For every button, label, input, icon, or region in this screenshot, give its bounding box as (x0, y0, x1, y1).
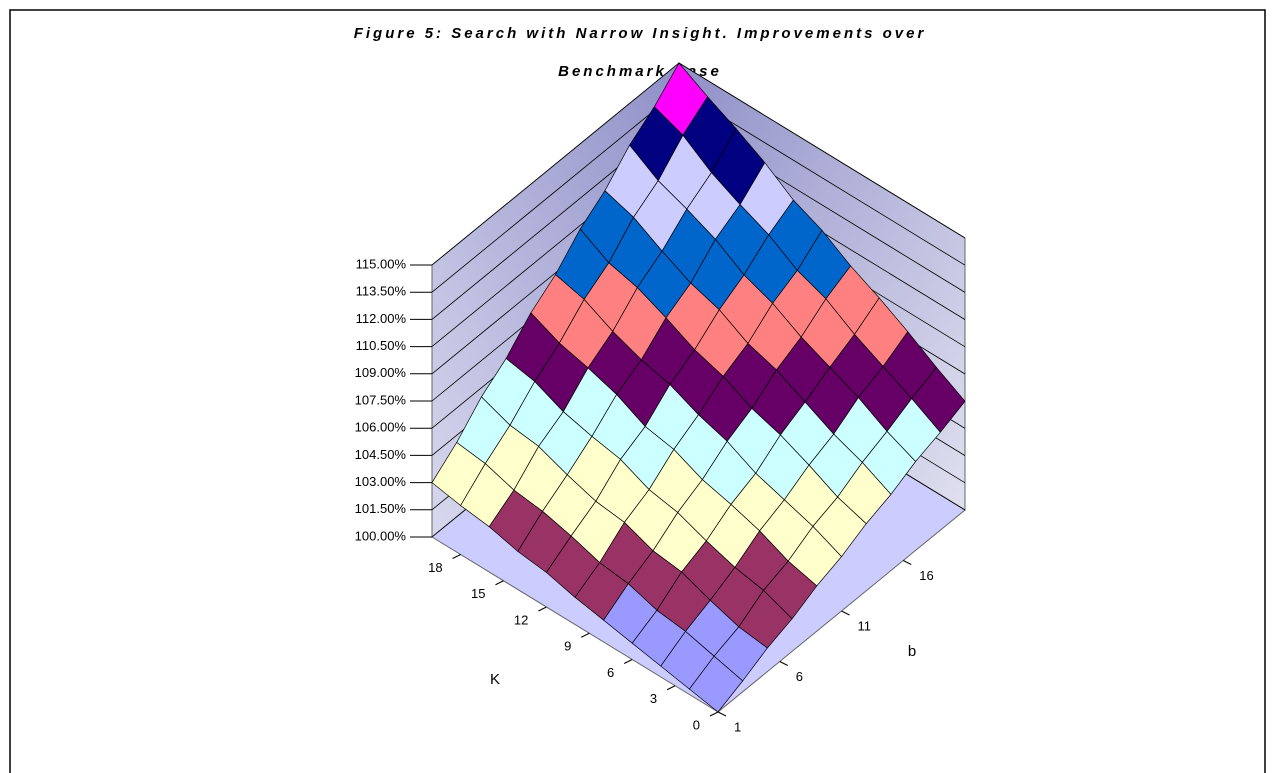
b-tick-label: 16 (919, 568, 933, 583)
b-tick (903, 560, 912, 565)
z-tick-label: 101.50% (355, 501, 407, 516)
chart-title: Figure 5: Search with Narrow Insight. Im… (354, 25, 927, 42)
k-tick-label: 12 (514, 612, 528, 627)
k-tick (495, 580, 504, 586)
x-axis-title: K (490, 671, 500, 688)
k-tick (581, 632, 590, 638)
b-tick-label: 1 (734, 719, 741, 734)
b-tick-label: 6 (796, 669, 803, 684)
b-tick (717, 711, 727, 717)
k-tick-label: 3 (650, 691, 657, 706)
b-tick (841, 610, 850, 616)
z-tick-label: 113.50% (356, 284, 407, 299)
z-tick-label: 109.00% (355, 365, 407, 380)
k-tick (452, 554, 461, 559)
b-tick (779, 661, 788, 666)
k-tick (666, 685, 676, 691)
z-tick-label: 106.00% (355, 420, 407, 435)
k-tick-label: 0 (693, 717, 700, 732)
plot: 100.00% 101.50% 103.00% 104.50% 106.00% 107.5… (355, 61, 966, 734)
surface-cell (688, 655, 744, 713)
z-tick-label: 103.00% (355, 474, 407, 489)
k-tick-label: 18 (428, 560, 442, 575)
y-axis-title: b (908, 643, 916, 660)
z-tick-label: 112.00% (356, 311, 407, 326)
k-tick-label: 6 (607, 665, 614, 680)
z-tick-label: 107.50% (355, 392, 407, 407)
k-tick (709, 711, 719, 717)
k-tick (623, 659, 633, 664)
k-tick (538, 606, 547, 612)
z-tick-label: 110.50% (356, 338, 407, 353)
k-tick-label: 9 (564, 639, 571, 654)
z-tick-label: 104.50% (355, 447, 407, 462)
z-tick-label: 115.00% (356, 256, 407, 271)
z-tick-label: 100.00% (355, 528, 407, 543)
b-tick-label: 11 (858, 618, 872, 633)
k-tick-label: 15 (471, 586, 485, 601)
